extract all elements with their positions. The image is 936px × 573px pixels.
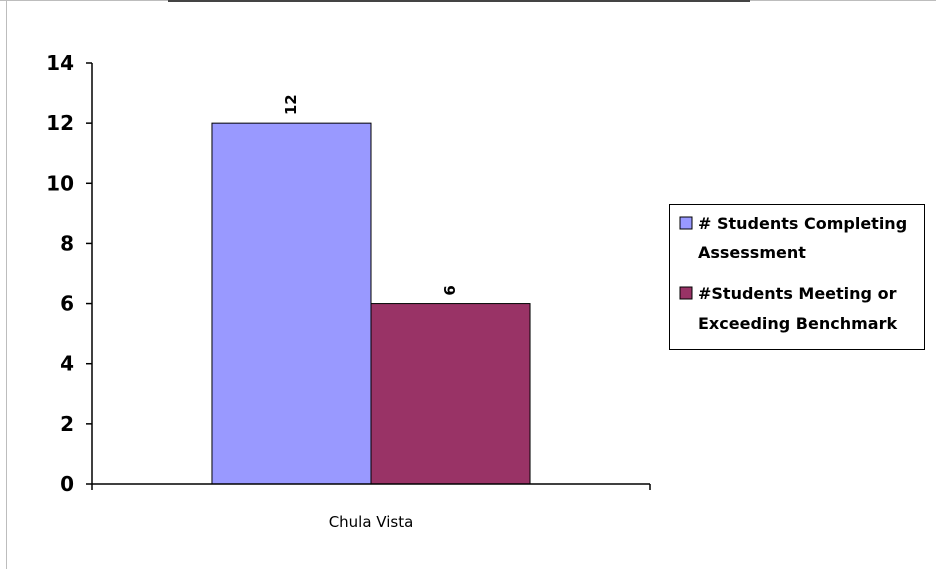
bar-series-1 bbox=[211, 122, 372, 485]
legend: # Students Completing Assessment #Studen… bbox=[669, 204, 925, 350]
y-tick-label: 8 bbox=[60, 231, 74, 255]
y-tick-label: 10 bbox=[46, 171, 74, 195]
legend-label-meeting-line2: Exceeding Benchmark bbox=[698, 314, 897, 333]
y-tick-label: 14 bbox=[46, 51, 74, 75]
y-tick-label: 6 bbox=[60, 292, 74, 316]
data-label-series-2: 6 bbox=[441, 285, 459, 295]
bar-series-2 bbox=[370, 303, 531, 485]
bars bbox=[211, 122, 531, 485]
y-axis-ticks: 0 2 4 6 8 10 12 14 bbox=[46, 51, 92, 496]
y-tick-label: 12 bbox=[46, 111, 74, 135]
data-label-series-1: 12 bbox=[282, 94, 300, 115]
y-tick-label: 0 bbox=[60, 472, 74, 496]
x-tick-label: Chula Vista bbox=[329, 513, 414, 531]
legend-label-meeting-line1: #Students Meeting or bbox=[698, 284, 897, 303]
legend-label-completing-line1: # Students Completing bbox=[698, 214, 907, 233]
y-tick-label: 4 bbox=[60, 352, 74, 376]
legend-label-meeting: #Students Meeting or Exceeding Benchmark bbox=[698, 284, 902, 333]
legend-swatch-completing bbox=[679, 216, 693, 230]
legend-box bbox=[669, 204, 925, 350]
legend-label-completing-line2: Assessment bbox=[698, 243, 806, 262]
legend-swatch-meeting bbox=[679, 286, 693, 300]
y-tick-label: 2 bbox=[60, 412, 74, 436]
legend-label-completing: # Students Completing Assessment bbox=[698, 214, 913, 262]
data-labels: 12 6 bbox=[282, 94, 459, 295]
